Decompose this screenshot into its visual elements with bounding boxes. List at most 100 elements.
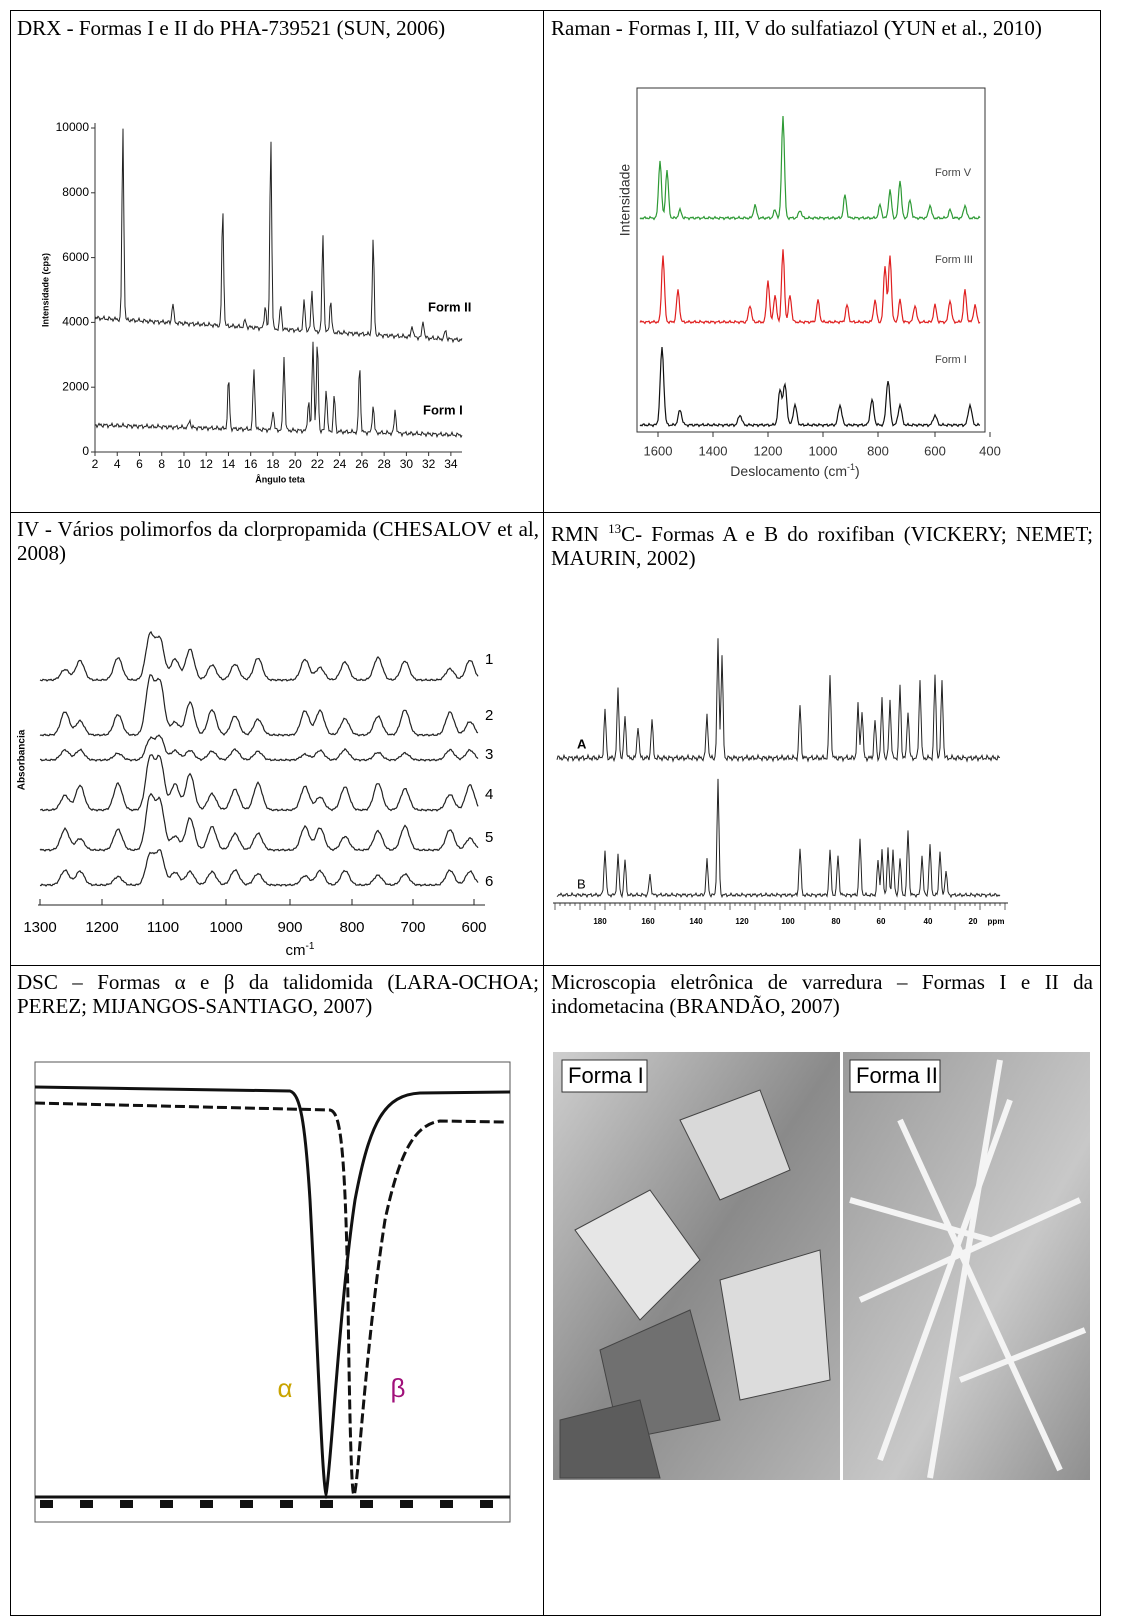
ruler-mark xyxy=(400,1500,413,1508)
ruler-mark xyxy=(40,1500,53,1508)
trace-label: 6 xyxy=(485,873,493,890)
x-tick-label: 80 xyxy=(832,917,841,926)
trace-label: 5 xyxy=(485,829,493,846)
trace-label: 2 xyxy=(485,707,493,724)
particle xyxy=(574,1189,701,1321)
trace-label: β xyxy=(391,1373,406,1403)
x-tick-label: 4 xyxy=(114,457,121,471)
ruler-mark xyxy=(360,1500,373,1508)
x-axis-label: Deslocamento (cm-1) xyxy=(730,462,859,479)
caption-sup: 13 xyxy=(608,521,622,536)
spectrum xyxy=(639,347,981,428)
ruler-mark xyxy=(280,1500,293,1508)
caption-text: C- Formas A e B do roxifiban (VICKERY; N… xyxy=(551,522,1093,570)
particle xyxy=(679,1089,791,1201)
x-tick-label: 14 xyxy=(222,457,236,471)
needle xyxy=(877,1098,1013,1462)
x-tick-label: 1400 xyxy=(699,443,728,458)
plot-frame xyxy=(636,87,986,433)
x-axis-label-text: cm xyxy=(286,942,306,959)
y-tick-label: 10000 xyxy=(56,120,90,134)
caption: Microscopia eletrônica de varredura – Fo… xyxy=(551,970,1093,1018)
x-axis-label: cm-1 xyxy=(286,941,315,959)
needle xyxy=(927,1059,1003,1479)
table-border xyxy=(10,1615,1101,1616)
trace-label: Form V xyxy=(935,167,972,179)
x-tick-label: 800 xyxy=(867,443,889,458)
spectrum xyxy=(39,674,479,737)
trace-label: 4 xyxy=(485,786,493,803)
y-tick-label: 4000 xyxy=(62,315,89,329)
caption: Raman - Formas I, III, V do sulfatiazol … xyxy=(551,16,1042,40)
y-axis-label: Intensidade xyxy=(617,164,633,237)
x-tick-label: 1000 xyxy=(209,919,242,936)
trace-label: Form III xyxy=(935,254,973,266)
table-border xyxy=(10,512,1101,513)
panel-label: Forma I xyxy=(568,1063,644,1088)
spectrum xyxy=(94,128,463,344)
table-border xyxy=(10,10,11,1616)
x-tick-label: 18 xyxy=(266,457,280,471)
trace-label: Form II xyxy=(428,299,471,314)
x-tick-label: 28 xyxy=(377,457,391,471)
particle xyxy=(719,1249,831,1401)
x-tick-label: 6 xyxy=(136,457,143,471)
x-tick-label: 8 xyxy=(158,457,165,471)
needle xyxy=(849,1197,991,1243)
spectrum xyxy=(40,754,479,812)
needle xyxy=(897,1118,1063,1472)
ruler-mark xyxy=(80,1500,93,1508)
x-tick-label: 32 xyxy=(422,457,436,471)
x-tick-label: 12 xyxy=(200,457,214,471)
ruler-mark xyxy=(160,1500,173,1508)
x-axis-label: Ângulo teta xyxy=(255,473,305,484)
ruler-mark xyxy=(480,1500,493,1508)
x-tick-label: 600 xyxy=(461,919,486,936)
x-tick-label: 120 xyxy=(735,917,749,926)
x-tick-label: 26 xyxy=(355,457,369,471)
x-axis-label-text: Deslocamento (cm xyxy=(730,463,847,479)
trace-label: A xyxy=(577,736,587,751)
x-tick-label: 2 xyxy=(92,457,99,471)
trace-label: 3 xyxy=(485,746,493,763)
x-tick-label: 1200 xyxy=(85,919,118,936)
x-tick-label: 400 xyxy=(979,443,1001,458)
caption-text: RMN xyxy=(551,522,609,546)
panel-label-box xyxy=(561,1059,648,1093)
dsc-curve xyxy=(34,1101,506,1497)
dsc-curve xyxy=(34,1085,511,1500)
panel-label-box xyxy=(849,1059,941,1093)
x-tick-label: 16 xyxy=(244,457,258,471)
x-tick-label: 1200 xyxy=(754,443,783,458)
x-tick-label: 140 xyxy=(689,917,703,926)
x-tick-label: 10 xyxy=(177,457,191,471)
caption: RMN 13C- Formas A e B do roxifiban (VICK… xyxy=(551,517,1093,570)
x-tick-label: 34 xyxy=(444,457,458,471)
caption: DSC – Formas α e β da talidomida (LARA-O… xyxy=(17,970,539,1018)
x-tick-label: 700 xyxy=(400,919,425,936)
x-tick-label: 100 xyxy=(781,917,795,926)
x-tick-label: 24 xyxy=(333,457,347,471)
x-tick-label: 60 xyxy=(877,917,886,926)
x-tick-label: 160 xyxy=(641,917,655,926)
spectrum xyxy=(39,792,479,852)
y-tick-label: 2000 xyxy=(62,379,89,393)
x-axis-label-text: ) xyxy=(855,463,860,479)
x-tick-label: 20 xyxy=(289,457,303,471)
x-tick-label: 20 xyxy=(969,917,978,926)
x-tick-label: 40 xyxy=(924,917,933,926)
plot-frame xyxy=(34,1061,511,1523)
trace-label: B xyxy=(577,876,586,891)
x-tick-label: 1600 xyxy=(644,443,673,458)
y-tick-label: 0 xyxy=(82,444,89,458)
table-border xyxy=(10,965,1101,966)
needle xyxy=(958,1327,1087,1383)
x-tick-label: 900 xyxy=(277,919,302,936)
x-tick-label: 1300 xyxy=(23,919,56,936)
table-border xyxy=(10,10,1101,11)
x-tick-label: 1100 xyxy=(147,919,179,936)
ruler-mark xyxy=(200,1500,213,1508)
panel-label: Forma II xyxy=(856,1063,938,1088)
